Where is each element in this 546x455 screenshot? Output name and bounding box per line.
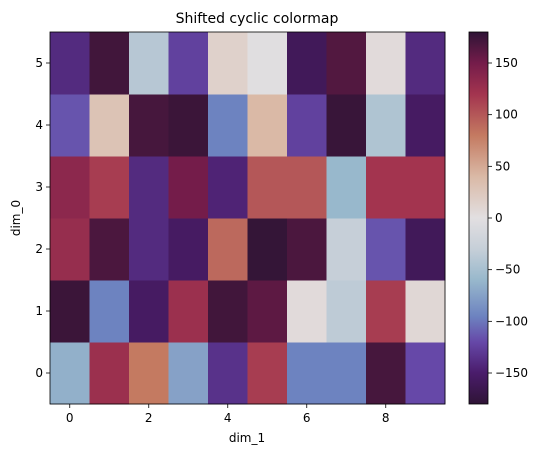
- y-tick-label: 4: [35, 118, 43, 132]
- plot-frame: [49, 31, 446, 405]
- heatmap-cell: [168, 218, 209, 281]
- x-axis-label: dim_1: [229, 431, 265, 445]
- colorbar-tick-label: −50: [495, 263, 520, 277]
- heatmap-cell: [89, 32, 130, 95]
- heatmap-cell: [50, 156, 90, 219]
- colorbar-tick-label: −150: [495, 366, 528, 380]
- heatmap-cell: [89, 156, 130, 219]
- heatmap-cell: [287, 156, 327, 219]
- colorbar: [469, 32, 488, 404]
- heatmap-cell: [366, 342, 406, 405]
- x-tick-label: 0: [66, 411, 74, 425]
- heatmap-cell: [89, 218, 130, 281]
- colorbar-tick-label: −100: [495, 314, 528, 328]
- y-axis-ticks: 0 1 2 3 4 5: [35, 56, 50, 380]
- heatmap-cell: [129, 280, 169, 343]
- heatmap-cell: [168, 280, 209, 343]
- heatmap-cell: [247, 94, 288, 157]
- y-tick-label: 2: [35, 242, 43, 256]
- heatmap-cell: [208, 156, 248, 219]
- heatmap-cell: [366, 94, 406, 157]
- heatmap-cell: [366, 156, 406, 219]
- heatmap-cell: [89, 94, 130, 157]
- heatmap-cell: [168, 32, 209, 95]
- heatmap-cell: [366, 32, 406, 95]
- heatmap-cell: [405, 156, 446, 219]
- heatmap-cell: [287, 218, 327, 281]
- heatmap-cell: [129, 342, 169, 405]
- heatmap-cell: [50, 342, 90, 405]
- y-tick-label: 0: [35, 366, 43, 380]
- heatmap-cell: [405, 342, 446, 405]
- heatmap-cell: [326, 94, 367, 157]
- colorbar-tick-label: 100: [495, 108, 518, 122]
- heatmap-cell: [168, 156, 209, 219]
- heatmap-cell: [50, 94, 90, 157]
- chart-title: Shifted cyclic colormap: [176, 11, 339, 27]
- heatmap-cell: [247, 218, 288, 281]
- x-tick-label: 6: [303, 411, 311, 425]
- heatmap-cell: [208, 280, 248, 343]
- y-tick-label: 5: [35, 56, 43, 70]
- heatmap-cell: [247, 280, 288, 343]
- heatmap-cell: [247, 342, 288, 405]
- heatmap-cell: [208, 32, 248, 95]
- y-tick-label: 1: [35, 304, 43, 318]
- x-tick-label: 4: [224, 411, 232, 425]
- colorbar-tick-label: 50: [495, 159, 510, 173]
- heatmap-cell: [326, 156, 367, 219]
- heatmap-cell: [168, 342, 209, 405]
- heatmap-cell: [326, 32, 367, 95]
- heatmap-cell: [129, 156, 169, 219]
- heatmap-cell: [208, 342, 248, 405]
- colorbar-ticks: 150 100 50 0 −50 −100 −150: [488, 56, 528, 380]
- heatmap-cell: [287, 280, 327, 343]
- heatmap-cell: [247, 156, 288, 219]
- heatmap-cell: [129, 218, 169, 281]
- heatmap-cell: [366, 218, 406, 281]
- heatmap-cell: [89, 280, 130, 343]
- heatmap-cell: [50, 280, 90, 343]
- heatmap-cell: [326, 218, 367, 281]
- heatmap-cell: [287, 32, 327, 95]
- heatmap-cells: [50, 32, 446, 405]
- heatmap-cell: [366, 280, 406, 343]
- heatmap-cell: [129, 94, 169, 157]
- heatmap-cell: [208, 94, 248, 157]
- heatmap-cell: [50, 218, 90, 281]
- colorbar-tick-label: 0: [495, 211, 503, 225]
- heatmap-cell: [287, 342, 327, 405]
- x-tick-label: 8: [382, 411, 390, 425]
- heatmap-cell: [326, 280, 367, 343]
- heatmap-cell: [287, 94, 327, 157]
- heatmap-cell: [208, 218, 248, 281]
- heatmap-cell: [326, 342, 367, 405]
- colorbar-tick-label: 150: [495, 56, 518, 70]
- x-axis-ticks: 0 2 4 6 8: [66, 404, 390, 425]
- y-axis-label: dim_0: [9, 200, 23, 236]
- heatmap-cell: [405, 94, 446, 157]
- heatmap-cell: [247, 32, 288, 95]
- heatmap-cell: [168, 94, 209, 157]
- heatmap-cell: [405, 32, 446, 95]
- heatmap-cell: [405, 280, 446, 343]
- x-tick-label: 2: [145, 411, 153, 425]
- heatmap-cell: [405, 218, 446, 281]
- heatmap-cell: [89, 342, 130, 405]
- y-tick-label: 3: [35, 180, 43, 194]
- heatmap-cell: [129, 32, 169, 95]
- heatmap-cell: [50, 32, 90, 95]
